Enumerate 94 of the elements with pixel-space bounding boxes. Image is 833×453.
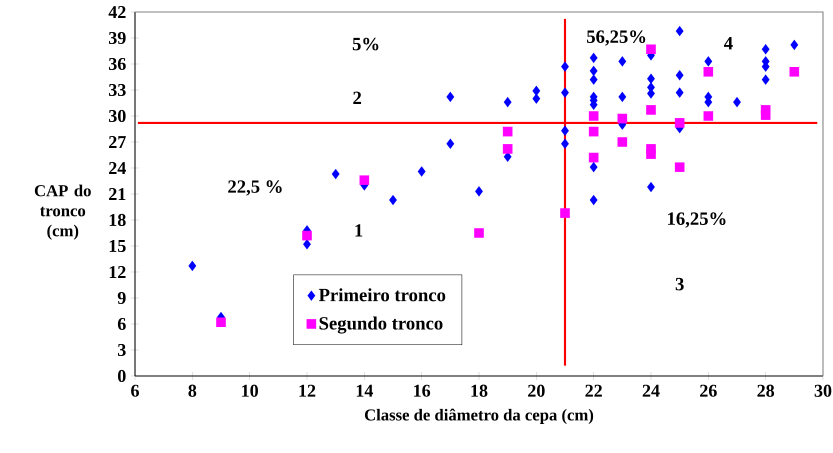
point [676,88,684,98]
point [360,175,370,185]
point [588,152,598,162]
x-tick-label: 16 [414,384,430,397]
x-axis-title: Classe de diâmetro da cepa (cm) [364,408,594,424]
point [646,105,656,115]
x-tick-label: 22 [585,384,602,397]
annotation: 2 [353,92,362,104]
y-tick-label: 3 [118,344,126,356]
point [790,40,798,50]
point [618,137,628,147]
point [532,94,540,104]
point [561,88,569,98]
point [762,44,770,54]
point [647,182,655,192]
point [646,44,656,54]
point [762,74,770,85]
x-tick-label: 20 [528,384,545,397]
y-tick-label: 39 [108,32,126,44]
point [646,149,656,159]
x-tick-label: 14 [356,384,374,397]
point [332,168,340,180]
y-tick-label: 21 [109,188,126,200]
x-tick-label: 8 [188,384,196,397]
point [676,26,684,36]
annotation: 22,5 % [228,180,282,196]
legend-label: Segundo tronco [320,316,442,334]
point [303,239,311,250]
point [561,126,569,136]
y-tick-label: 18 [110,214,126,226]
point [590,74,598,85]
point [389,194,397,206]
y-tick-label: 30 [108,110,126,122]
point [674,162,684,172]
point [618,56,626,66]
y-tick-label: 9 [118,292,126,304]
y-tick-label: 42 [108,6,126,18]
point [561,138,569,149]
y-tick-label: 36 [108,58,126,70]
x-tick-label: 10 [242,384,258,397]
y-tick-label: 33 [108,84,126,96]
point [446,92,454,102]
point [704,66,714,77]
y-axis-title: CAP do tronco (cm) [34,184,91,240]
point [504,152,512,162]
y-tick-label: 6 [118,318,126,330]
point [760,110,770,120]
x-tick-label: 26 [700,384,717,397]
x-tick-label: 30 [814,384,832,397]
annotation: 1 [355,224,362,237]
point [475,186,483,196]
y-tick-label: 0 [118,370,126,382]
x-tick-label: 28 [757,384,774,397]
point [446,138,454,149]
point [588,126,598,136]
y-tick-label: 12 [110,266,126,278]
annotation: 3 [676,278,684,290]
y-tick-label: 27 [109,136,126,148]
point [647,74,655,84]
point [590,52,598,63]
point [216,317,226,328]
annotation: 4 [724,37,733,50]
y-tick-label: 15 [110,240,126,252]
point [590,162,598,172]
x-tick-label: 24 [642,384,660,397]
x-tick-label: 6 [131,384,139,397]
point [502,144,512,154]
annotation: 5% [352,38,378,50]
y-tick-label: 24 [109,162,126,174]
point [504,97,512,108]
point [532,86,540,96]
point [474,228,484,238]
point [618,92,626,102]
point [418,166,426,177]
point [561,62,569,72]
point [560,208,570,218]
point [704,56,712,66]
point [302,230,312,240]
point [790,66,800,77]
annotation: 56,25% [587,30,646,46]
point [588,111,598,121]
point [618,114,628,124]
legend-label: Primeiro tronco [318,288,446,302]
point [733,97,741,108]
point [674,118,684,128]
x-tick-label: 18 [471,384,488,397]
point [590,194,598,206]
x-tick-label: 12 [299,384,316,397]
annotation: 16,25% [668,212,726,228]
point [590,66,598,76]
point [676,70,684,80]
point [704,111,714,121]
point [502,126,512,136]
point [188,260,196,271]
